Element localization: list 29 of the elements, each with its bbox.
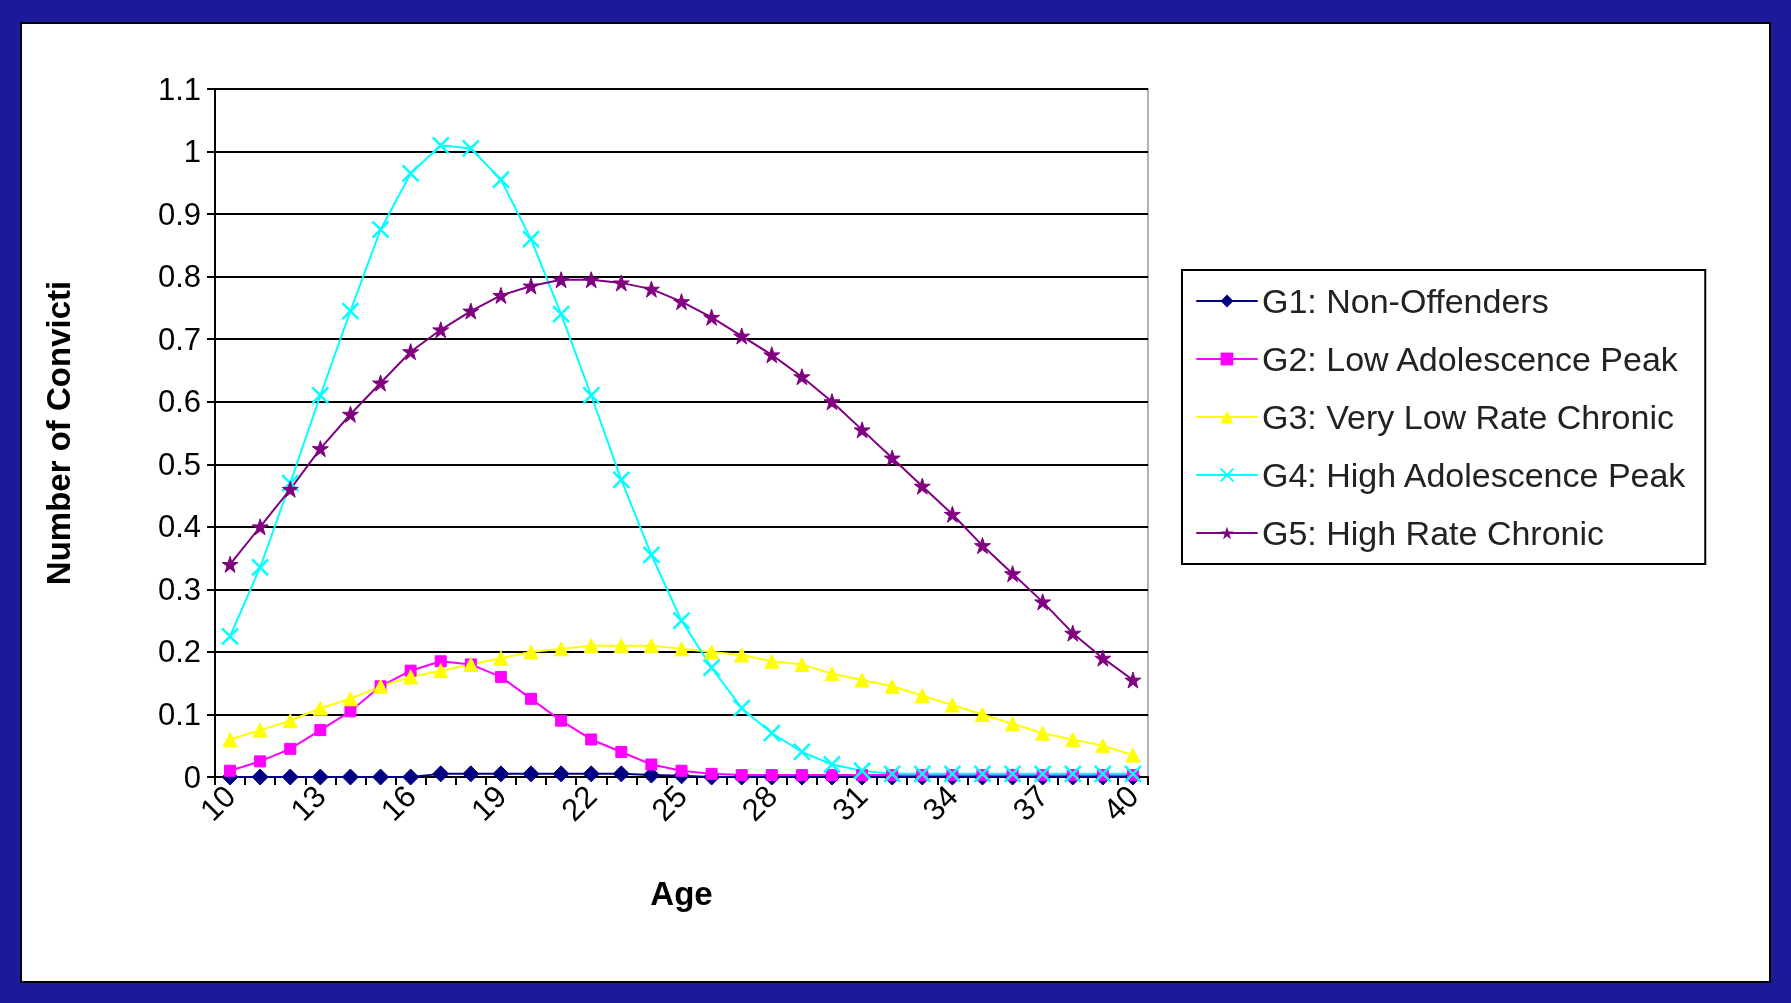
y-tick-label: 0.8 <box>157 259 201 295</box>
x-tick-label: 16 <box>373 778 423 828</box>
y-axis-title: Number of Convicti <box>40 280 77 586</box>
x-tick-label: 37 <box>1005 778 1056 828</box>
y-tick-label: 0.1 <box>157 696 201 732</box>
x-tick-label: 28 <box>735 778 785 828</box>
x-tick-label: 19 <box>464 778 514 828</box>
legend-label: G3: Very Low Rate Chronic <box>1262 398 1674 436</box>
y-tick-label: 0.2 <box>157 634 201 670</box>
x-axis-title: Age <box>650 875 713 912</box>
y-tick-label: 0.9 <box>157 196 201 232</box>
y-tick-label: 0 <box>183 759 201 795</box>
y-tick-label: 1.1 <box>157 71 201 107</box>
y-tick-label: 0.4 <box>157 509 201 545</box>
x-tick-label: 22 <box>554 778 604 828</box>
x-tick-label: 13 <box>283 778 333 828</box>
x-tick-label: 25 <box>644 778 694 828</box>
y-tick-label: 1 <box>183 134 201 170</box>
legend-label: G2: Low Adolescence Peak <box>1262 340 1679 378</box>
legend-label: G4: High Adolescence Peak <box>1262 456 1687 494</box>
x-tick-label: 34 <box>915 778 965 828</box>
y-tick-label: 0.5 <box>157 446 201 482</box>
legend-label: G1: Non-Offenders <box>1262 282 1549 320</box>
y-tick-label: 0.6 <box>157 384 201 420</box>
y-tick-label: 0.3 <box>157 571 201 607</box>
x-tick-label: 31 <box>825 778 875 828</box>
y-tick-label: 0.7 <box>157 321 201 357</box>
legend-label: G5: High Rate Chronic <box>1262 514 1605 552</box>
x-tick-label: 40 <box>1096 778 1146 828</box>
